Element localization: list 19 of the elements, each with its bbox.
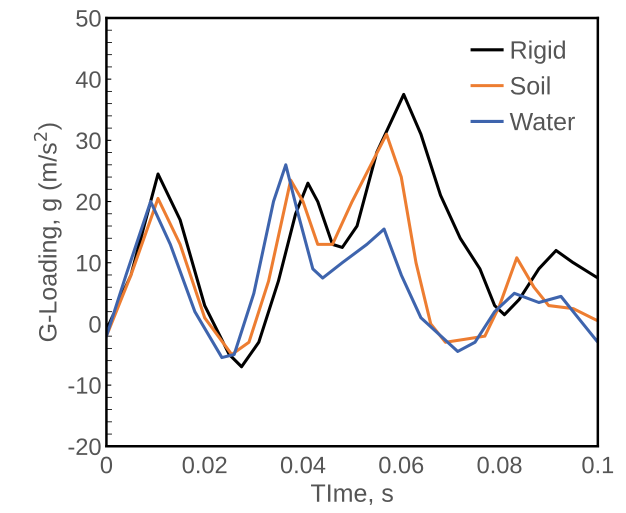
y-tick-label: -20 xyxy=(68,438,101,456)
x-tick-label: 0.1 xyxy=(582,456,614,474)
y-tick-label: 30 xyxy=(76,132,101,150)
x-tick-label: 0.02 xyxy=(182,456,226,474)
x-axis-title: TIme, s xyxy=(311,484,393,505)
x-tick-label: 0.08 xyxy=(477,456,522,474)
y-tick-label: 40 xyxy=(76,71,101,88)
y-tick-label: 0 xyxy=(89,316,101,333)
x-tick-label: 0.06 xyxy=(379,456,424,474)
y-tick-label: 20 xyxy=(76,194,101,210)
x-tick-label: 0.04 xyxy=(280,456,326,474)
legend-label: Soil xyxy=(510,76,550,95)
legend-label: Water xyxy=(510,112,575,130)
x-tick-label: 0 xyxy=(100,456,112,474)
legend-label: Rigid xyxy=(512,40,565,64)
y-tick-label: 50 xyxy=(76,10,101,27)
y-tick-label: -10 xyxy=(68,377,101,394)
y-axis-title: G-Loading, g (m/s$^{2}$) xyxy=(34,123,62,342)
y-tick-label: 10 xyxy=(77,254,101,272)
